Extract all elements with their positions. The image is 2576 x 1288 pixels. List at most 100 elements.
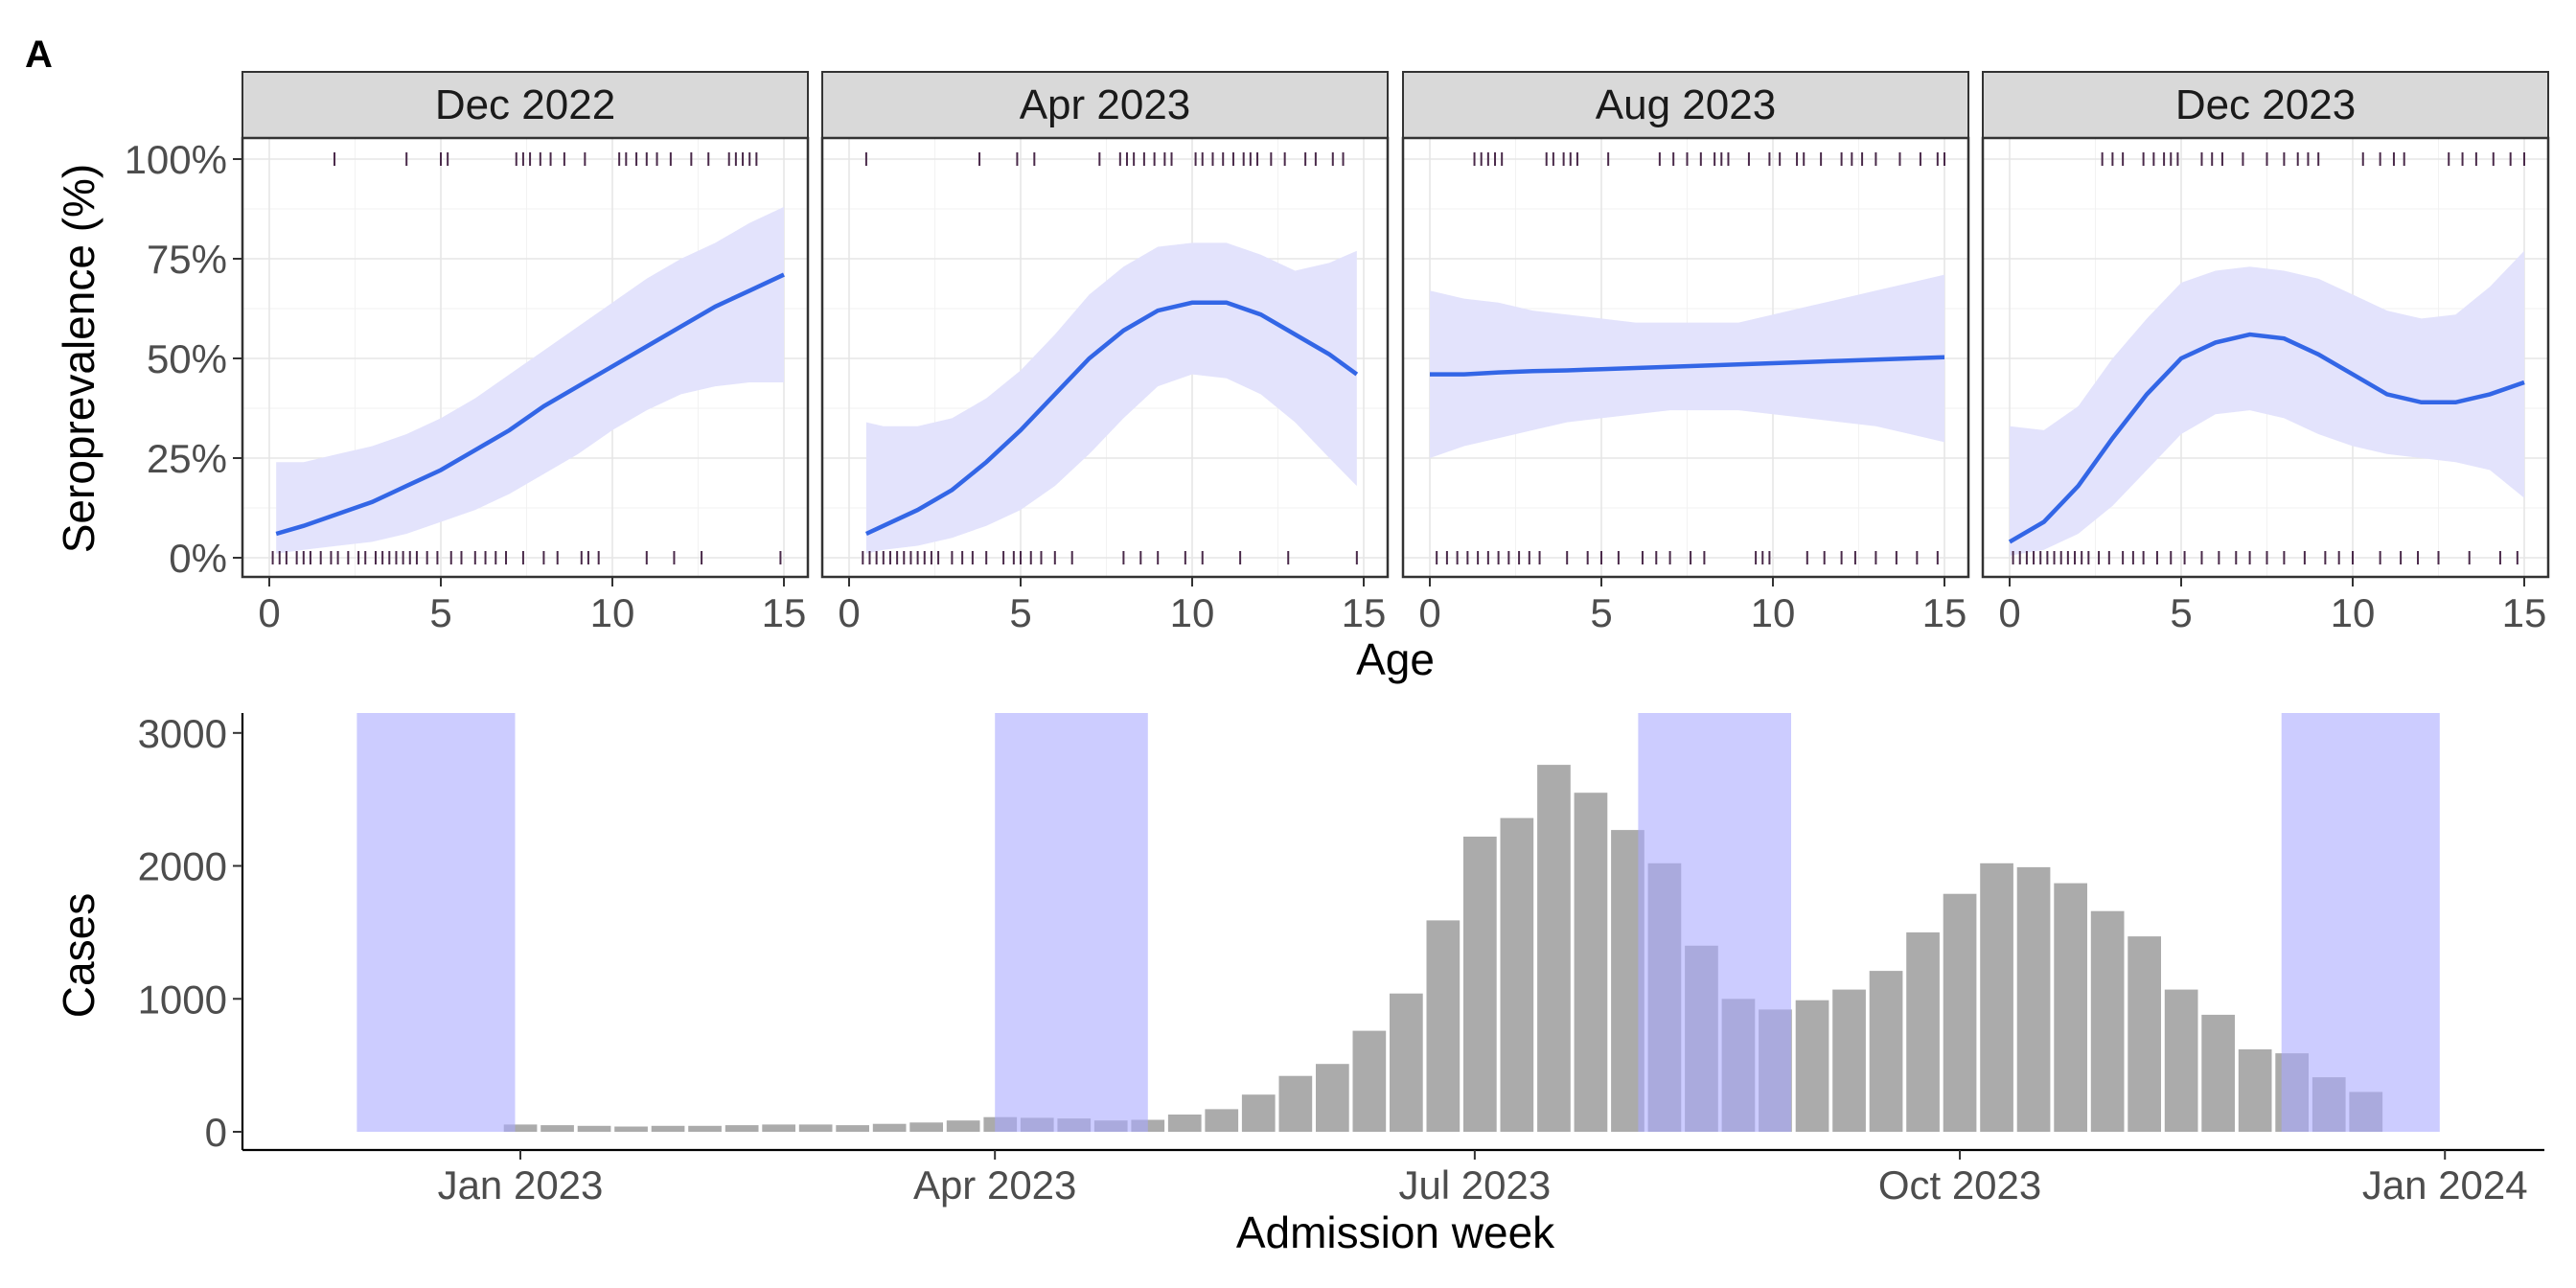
fit-line: [275, 272, 785, 537]
case-bar: [2201, 1014, 2235, 1132]
case-bar: [1906, 932, 1940, 1132]
facet-panel: Dec 2022 0 5 10 15: [241, 71, 810, 635]
facet-title: Apr 2023: [1020, 81, 1191, 128]
case-bar: [946, 1120, 980, 1132]
x-tick-label: 15: [762, 590, 807, 635]
case-bar: [1241, 1094, 1276, 1132]
panel-border: [1401, 136, 1970, 579]
y-tick-label: 2000: [138, 844, 227, 889]
x-tick-label: 10: [590, 590, 635, 635]
case-bar: [2238, 1049, 2272, 1132]
case-bar: [1574, 793, 1608, 1132]
confidence-band: [276, 206, 784, 554]
y-tick-label: 3000: [138, 711, 227, 756]
facet-strip: [242, 71, 809, 139]
x-tick-label: Jul 2023: [1398, 1162, 1551, 1208]
x-tick-label: 15: [1342, 590, 1387, 635]
x-tick-label: 10: [1170, 590, 1215, 635]
fit-line: [2008, 332, 2525, 544]
case-bar: [1832, 989, 1866, 1132]
case-bar: [1278, 1075, 1313, 1132]
case-bar: [2054, 883, 2087, 1132]
panel-border: [1981, 136, 2550, 579]
x-tick-label: Jan 2024: [2362, 1162, 2528, 1208]
y-tick-label: 1000: [138, 977, 227, 1022]
y-axis-title: Seroprevalence (%): [54, 164, 104, 554]
fit-line: [864, 300, 1359, 537]
case-bar: [836, 1125, 869, 1132]
case-bar: [2128, 936, 2161, 1132]
x-tick-label: 10: [1751, 590, 1796, 635]
case-bar: [2090, 910, 2125, 1132]
case-bar: [651, 1125, 685, 1132]
x-tick-label: 15: [1922, 590, 1967, 635]
x-tick-label: Jan 2023: [438, 1162, 604, 1208]
facet-strip: [1402, 71, 1969, 139]
panel-letter: A: [25, 34, 53, 76]
case-bar: [577, 1125, 611, 1132]
y-tick-label: 0%: [169, 536, 227, 581]
case-bar: [872, 1123, 907, 1132]
y-tick-label: 25%: [147, 436, 227, 481]
x-tick-label: 5: [1590, 590, 1612, 635]
x-tick-label: 0: [1418, 590, 1440, 635]
sampling-window: [2281, 713, 2440, 1132]
panel-border: [820, 136, 1390, 579]
x-tick-label: Apr 2023: [913, 1162, 1076, 1208]
confidence-band: [865, 242, 1357, 554]
facet-panel: Dec 2023 0 5 10 15: [1981, 71, 2550, 635]
facet-strip: [1982, 71, 2549, 139]
x-tick-label: 0: [1998, 590, 2020, 635]
seroprevalence-facets: Dec 2022 0 5 10 15 Apr 2023 0 5 10 15 Aug 2023 0 5 10…: [54, 71, 2550, 684]
facet-panel: Apr 2023 0 5 10 15: [820, 71, 1390, 635]
case-bar: [688, 1125, 722, 1132]
case-bar: [1537, 765, 1571, 1132]
facet-title: Dec 2023: [2175, 81, 2356, 128]
y-tick-label: 75%: [147, 237, 227, 282]
y-tick-label: 50%: [147, 336, 227, 381]
case-bar: [1980, 862, 2013, 1132]
case-bar: [1316, 1064, 1349, 1132]
case-bar: [798, 1124, 833, 1132]
cases-bar-chart: 0 1000 2000 3000 Jan 2023 Apr 2023 Jul 2023 Oct…: [54, 711, 2544, 1257]
case-bar: [1463, 837, 1497, 1132]
x-tick-label: 5: [1009, 590, 1031, 635]
case-bar: [1205, 1109, 1239, 1132]
case-bar: [1943, 893, 1977, 1132]
confidence-band: [2010, 250, 2524, 556]
y-axis-title: Cases: [54, 893, 104, 1018]
x-tick-label: 5: [429, 590, 451, 635]
y-tick-label: 100%: [125, 137, 227, 182]
case-bar: [724, 1125, 759, 1132]
x-tick-label: 10: [2331, 590, 2376, 635]
case-bar: [1869, 971, 1903, 1132]
fit-line: [1430, 355, 1945, 377]
y-tick-label: 0: [205, 1110, 227, 1155]
case-bar: [909, 1122, 943, 1132]
x-axis-title: Age: [1356, 634, 1435, 684]
case-bar: [1390, 993, 1423, 1132]
facet-strip: [821, 71, 1389, 139]
case-bar: [1795, 1000, 1829, 1132]
case-bar: [503, 1124, 538, 1132]
case-bar: [2016, 866, 2051, 1132]
x-axis-title: Admission week: [1236, 1208, 1555, 1257]
sampling-window: [995, 713, 1148, 1132]
sampling-window: [1638, 713, 1791, 1132]
case-bar: [1500, 817, 1534, 1132]
sampling-window: [356, 713, 516, 1132]
case-bar: [614, 1126, 648, 1132]
case-bar: [540, 1125, 574, 1132]
case-bar: [762, 1124, 795, 1132]
facet-panel: Aug 2023 0 5 10 15: [1401, 71, 1970, 635]
facet-title: Aug 2023: [1596, 81, 1776, 128]
case-bar: [1426, 920, 1460, 1132]
x-tick-label: 15: [2502, 590, 2547, 635]
x-tick-label: 0: [258, 590, 280, 635]
case-bar: [1167, 1115, 1202, 1132]
case-bar: [2164, 989, 2198, 1132]
x-tick-label: 5: [2170, 590, 2192, 635]
case-bar: [1352, 1030, 1387, 1132]
x-tick-label: Oct 2023: [1878, 1162, 2041, 1208]
